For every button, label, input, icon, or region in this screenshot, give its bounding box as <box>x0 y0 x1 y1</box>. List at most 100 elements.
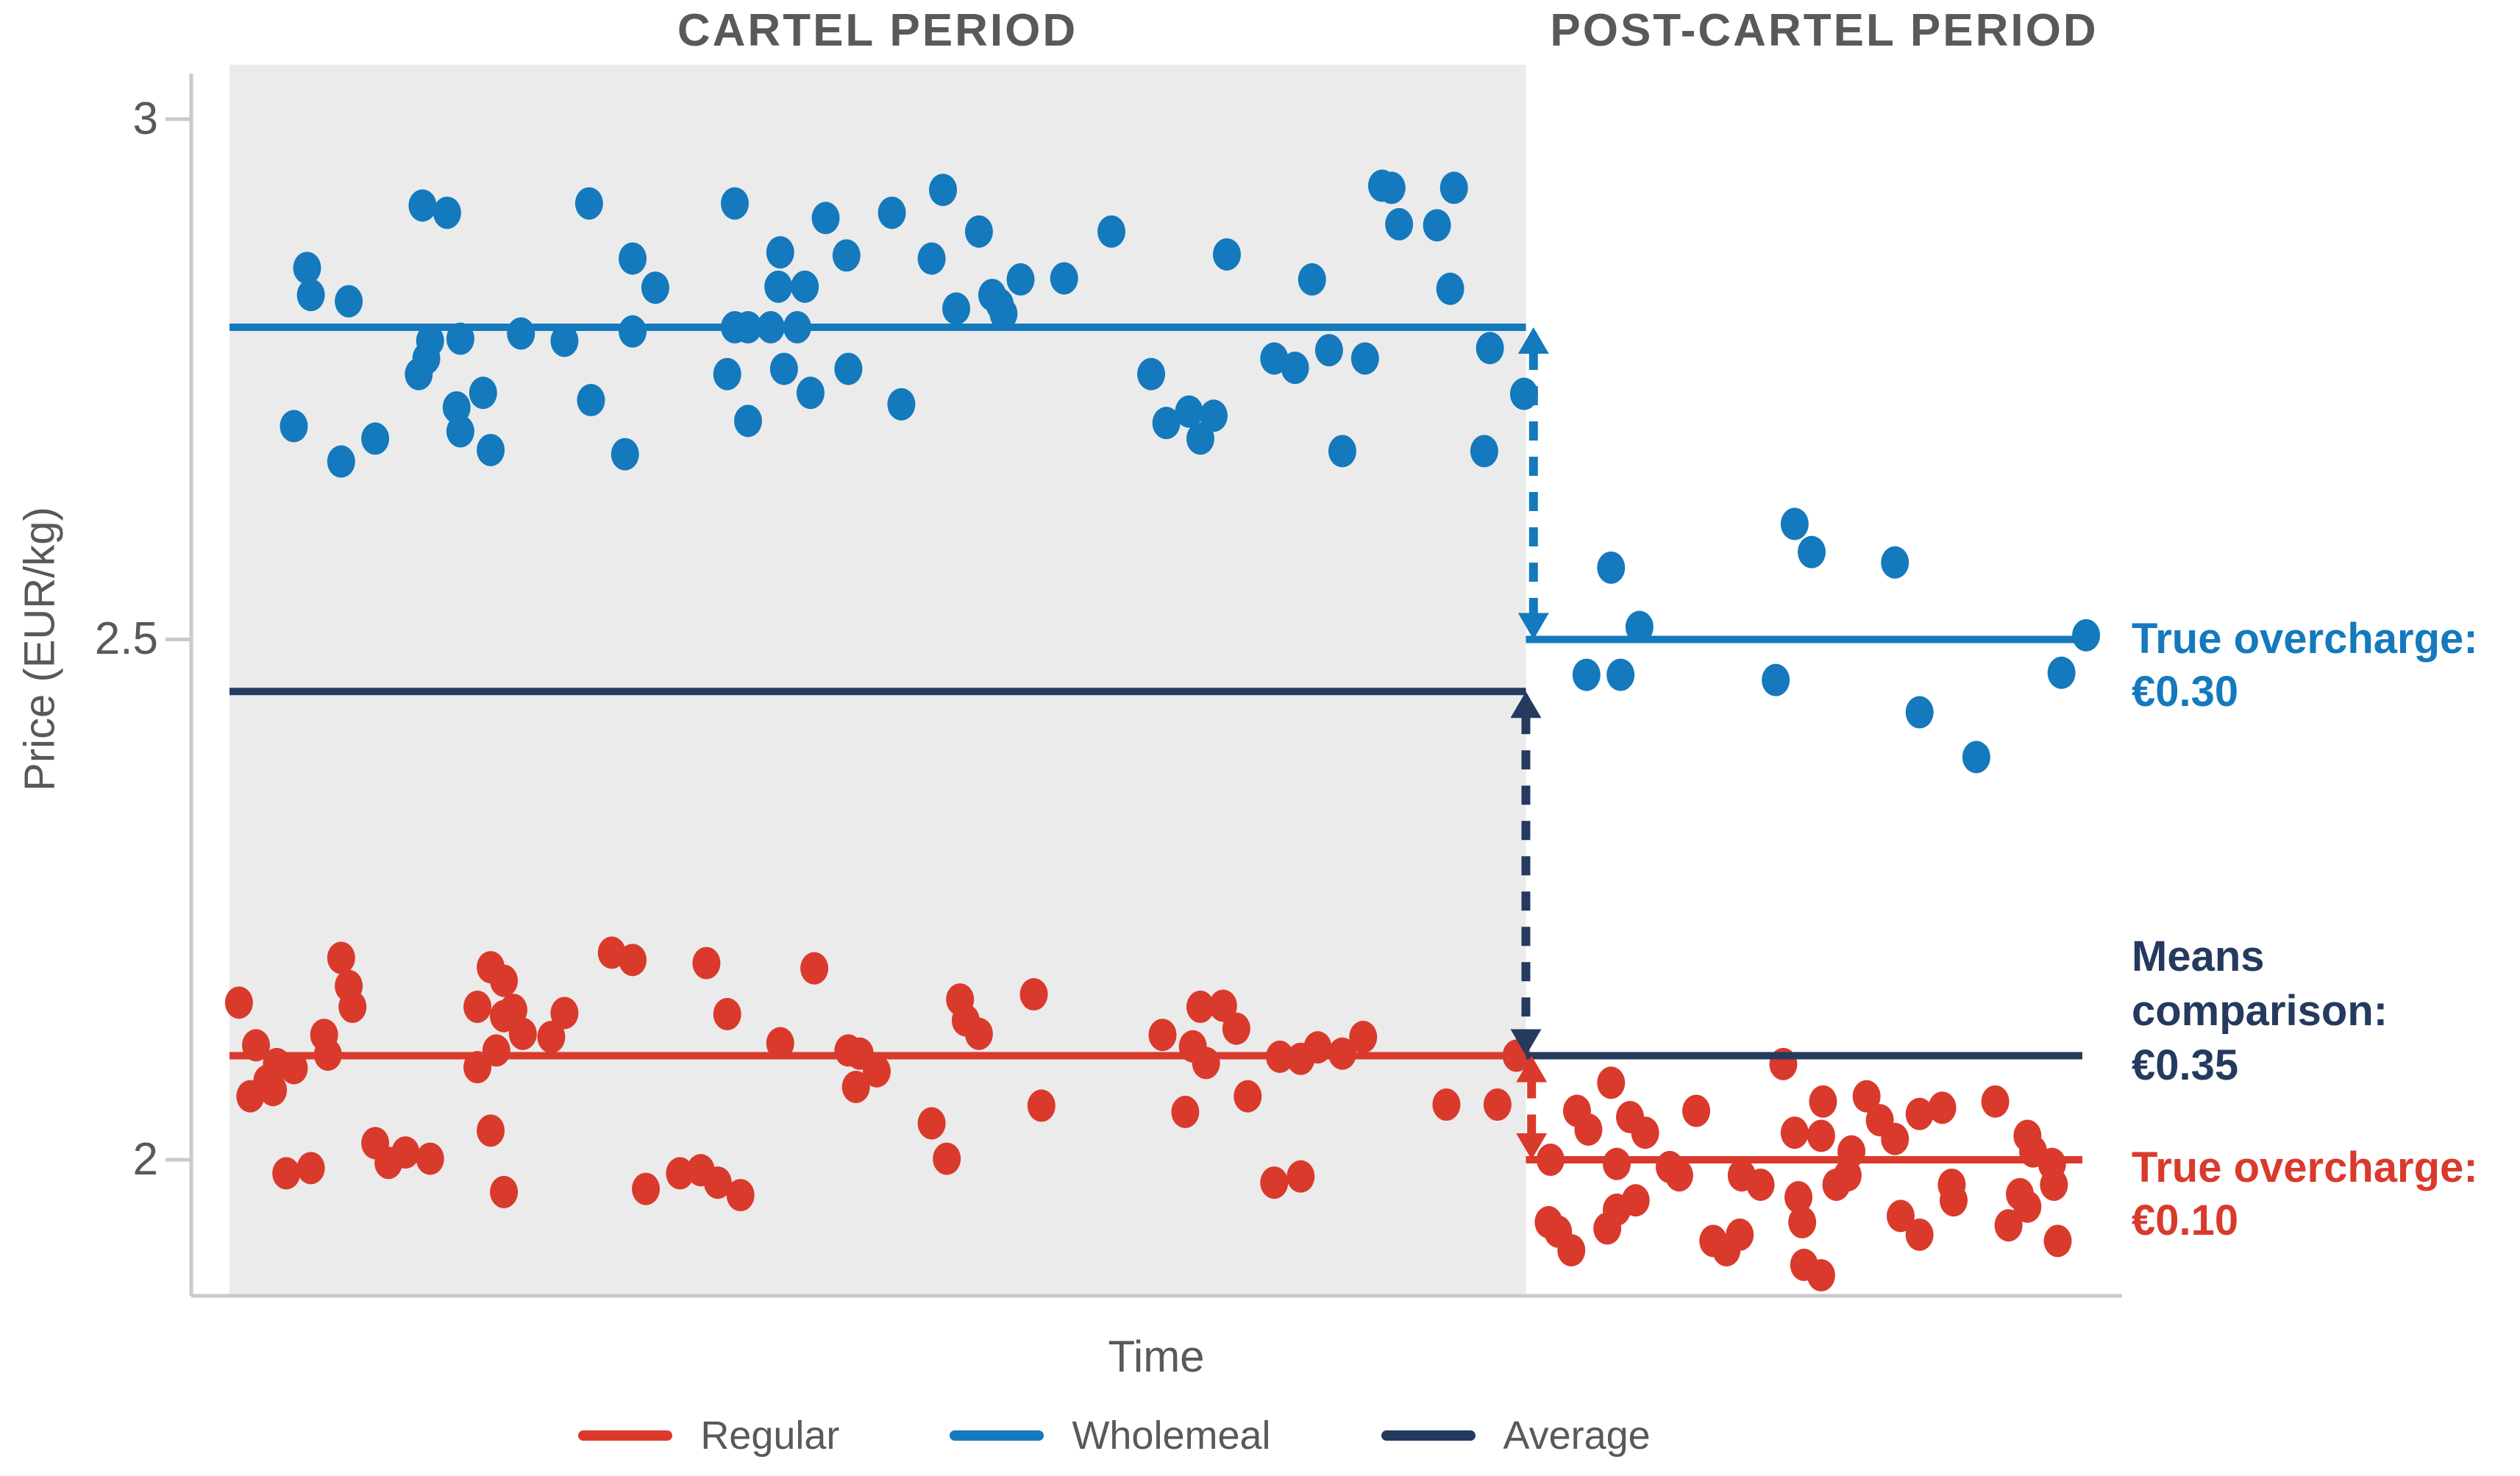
data-point <box>783 311 811 343</box>
data-point <box>361 422 390 455</box>
data-point <box>611 438 639 471</box>
data-point <box>272 1157 301 1190</box>
data-point <box>550 997 579 1030</box>
data-point <box>1625 610 1654 643</box>
data-point <box>933 1142 961 1175</box>
arrow-wholemeal-overcharge <box>1517 327 1549 640</box>
data-point <box>293 252 321 285</box>
data-point <box>713 357 741 391</box>
data-point <box>1905 696 1934 729</box>
data-point <box>490 964 519 997</box>
data-point <box>577 384 605 417</box>
data-point <box>296 279 325 312</box>
data-point <box>1186 990 1214 1023</box>
legend-item-average: Average <box>1381 1413 1651 1458</box>
data-point <box>1807 1119 1835 1152</box>
data-point <box>713 997 741 1030</box>
data-point <box>1423 209 1451 242</box>
data-point <box>1852 1080 1881 1113</box>
data-point <box>1209 989 1237 1022</box>
data-point <box>463 1051 492 1084</box>
data-point <box>703 1166 732 1199</box>
legend-label-wholemeal: Wholemeal <box>1072 1413 1271 1458</box>
data-point <box>1837 1135 1866 1168</box>
data-point <box>1199 399 1228 432</box>
data-point <box>1377 171 1406 204</box>
data-point <box>313 1038 342 1072</box>
data-point <box>1905 1218 1934 1251</box>
data-point <box>1483 1088 1512 1122</box>
data-point <box>1298 263 1326 296</box>
data-point <box>720 187 749 220</box>
data-point <box>2047 656 2076 689</box>
data-point <box>507 317 535 350</box>
data-point <box>791 270 819 303</box>
data-point <box>1439 171 1468 204</box>
data-point <box>1281 352 1309 385</box>
regular-line-swatch <box>578 1430 673 1441</box>
data-point <box>832 239 861 272</box>
data-point <box>964 215 993 248</box>
x-axis-label: Time <box>1108 1332 1205 1381</box>
data-point <box>490 1175 519 1208</box>
annotation-line: True overcharge: <box>2132 1144 2478 1191</box>
data-point <box>764 270 793 303</box>
data-point <box>1097 215 1126 248</box>
data-point <box>1631 1116 1659 1149</box>
data-point <box>280 1052 308 1085</box>
data-point <box>1780 1116 1809 1149</box>
data-point <box>862 1055 891 1088</box>
data-point <box>1266 1040 1295 1073</box>
data-point <box>338 990 367 1023</box>
data-point <box>1212 238 1241 271</box>
data-point <box>619 315 647 348</box>
data-point <box>242 1029 271 1062</box>
legend-label-regular: Regular <box>700 1413 840 1458</box>
data-point <box>1385 207 1414 240</box>
data-point <box>1328 1037 1356 1070</box>
data-point <box>1234 1080 1262 1113</box>
series-wholemeal-cartel <box>229 169 1538 478</box>
data-point <box>887 388 916 421</box>
data-point <box>477 1114 505 1147</box>
data-point <box>1784 1180 1813 1213</box>
data-point <box>1050 262 1078 295</box>
data-point <box>1328 435 1356 468</box>
data-point <box>574 187 603 220</box>
data-point <box>1994 1209 2023 1242</box>
data-point <box>236 1080 265 1113</box>
data-point <box>917 242 946 275</box>
data-point <box>537 1021 566 1054</box>
data-point <box>1286 1160 1315 1193</box>
cartel-shaded-region <box>229 65 1526 1296</box>
annotation-true-overcharge-regular: True overcharge: €0.10 <box>2132 1141 2514 1247</box>
data-point <box>1186 422 1214 455</box>
arrow-regular-overcharge <box>1516 1055 1548 1160</box>
data-point <box>734 311 763 343</box>
data-point <box>641 271 669 304</box>
data-point <box>482 1034 510 1067</box>
data-point <box>800 952 829 985</box>
data-point <box>1470 435 1498 468</box>
data-point <box>446 415 474 448</box>
data-point <box>1621 1184 1650 1217</box>
data-point <box>1574 1113 1603 1146</box>
data-point <box>917 1107 946 1140</box>
data-point <box>550 324 579 357</box>
data-point <box>1137 357 1166 391</box>
data-point <box>1665 1159 1693 1192</box>
data-point <box>811 202 840 235</box>
series-regular-post <box>1526 1047 2082 1292</box>
data-point <box>1788 1205 1817 1238</box>
data-point <box>224 986 253 1019</box>
data-point <box>405 357 433 391</box>
data-point <box>1349 1021 1378 1054</box>
legend-item-regular: Regular <box>578 1413 839 1458</box>
data-point <box>391 1136 420 1169</box>
series-wholemeal-post <box>1526 507 2101 774</box>
y-axis-label: Price (EUR/kg) <box>15 507 64 791</box>
data-point <box>1436 272 1464 305</box>
data-point <box>1027 1089 1056 1122</box>
annotation-true-overcharge-wholemeal: True overcharge: €0.30 <box>2132 613 2514 719</box>
data-point <box>1905 1097 1934 1130</box>
